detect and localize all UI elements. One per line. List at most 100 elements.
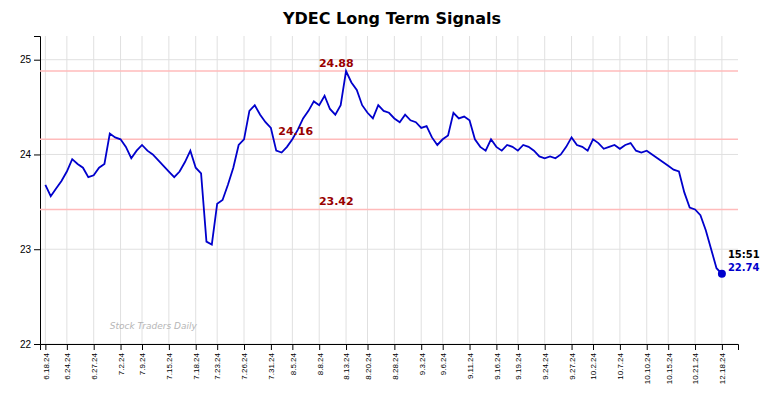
x-tick-mark xyxy=(470,344,471,350)
x-tick: 8.8.24 xyxy=(316,344,325,375)
grid-line-x xyxy=(571,36,572,344)
x-tick: 10.21.24 xyxy=(691,344,700,384)
x-tick: 7.15.24 xyxy=(165,344,174,380)
grid-line-x xyxy=(292,36,293,344)
x-tick-mark xyxy=(518,344,519,350)
x-tick-mark xyxy=(695,344,696,350)
x-axis-line xyxy=(41,345,739,351)
x-tick-label: 8.28.24 xyxy=(391,352,400,379)
end-label: 15:51 xyxy=(728,249,760,260)
grid-line-x xyxy=(496,36,497,344)
x-tick-label: 7.31.24 xyxy=(267,352,276,379)
reference-line xyxy=(40,139,738,141)
x-tick: 7.31.24 xyxy=(267,344,276,380)
x-tick: 9.19.24 xyxy=(514,344,523,380)
y-tick-label: 24 xyxy=(20,149,32,160)
x-tick-label: 10.7.24 xyxy=(616,352,625,379)
grid-line-x xyxy=(721,36,722,344)
x-tick: 7.26.24 xyxy=(240,344,249,380)
reference-label: 24.88 xyxy=(319,57,354,70)
x-tick-mark xyxy=(346,344,347,350)
x-tick: 10.2.24 xyxy=(589,344,598,380)
x-tick-mark xyxy=(271,344,272,350)
x-tick: 9.6.24 xyxy=(439,344,448,375)
x-tick-mark xyxy=(421,344,422,350)
grid-line-x xyxy=(270,36,271,344)
x-tick: 6.24.24 xyxy=(63,344,72,380)
x-tick-label: 8.8.24 xyxy=(316,352,325,375)
grid-line-x xyxy=(367,36,368,344)
x-tick-label: 8.13.24 xyxy=(342,352,351,379)
grid-line-x xyxy=(695,36,696,344)
x-tick-label: 8.20.24 xyxy=(364,352,373,379)
x-tick: 10.7.24 xyxy=(616,344,625,380)
x-tick-mark xyxy=(443,344,444,350)
x-tick: 8.28.24 xyxy=(391,344,400,380)
x-tick-mark xyxy=(394,344,395,350)
title: YDEC Long Term Signals xyxy=(282,9,501,28)
x-tick-mark xyxy=(368,344,369,350)
x-tick: 12.18.24 xyxy=(718,344,727,384)
grid-line-x xyxy=(45,36,46,344)
x-tick-mark xyxy=(67,344,68,350)
grid-line-x xyxy=(619,36,620,344)
x-tick-mark xyxy=(319,344,320,350)
reference-label: 23.42 xyxy=(319,195,354,208)
x-tick: 9.11.24 xyxy=(466,344,475,379)
grid-line-x xyxy=(442,36,443,344)
x-tick-mark xyxy=(593,344,594,350)
reference-label: 24.16 xyxy=(278,125,313,138)
y-tick-label: 25 xyxy=(20,54,32,65)
x-tick-mark xyxy=(169,344,170,350)
x-tick-label: 6.24.24 xyxy=(63,352,72,379)
y-tick-mark xyxy=(34,154,40,155)
x-tick-label: 7.9.24 xyxy=(138,352,147,375)
x-tick-label: 9.3.24 xyxy=(418,352,427,375)
end-label: 22.74 xyxy=(728,262,760,273)
x-tick-label: 7.23.24 xyxy=(213,352,222,379)
grid-line-x xyxy=(244,36,245,344)
x-tick-label: 10.2.24 xyxy=(589,352,598,379)
x-tick: 6.27.24 xyxy=(90,344,99,380)
y-axis: 22 23 24 25 xyxy=(20,37,41,350)
x-tick: 7.9.24 xyxy=(138,344,147,375)
x-tick-label: 9.11.24 xyxy=(466,352,475,379)
reference-line xyxy=(40,209,738,211)
price-line xyxy=(45,71,722,274)
x-tick-label: 9.19.24 xyxy=(514,352,523,379)
x-tick: 8.13.24 xyxy=(342,344,351,380)
x-tick-label: 9.6.24 xyxy=(439,352,448,375)
grid-line-x xyxy=(195,36,196,344)
grid-line-y xyxy=(40,154,738,155)
grid-line-x xyxy=(668,36,669,344)
y-tick-mark xyxy=(34,344,40,345)
x-tick-label: 10.15.24 xyxy=(665,352,674,384)
grid-line-x xyxy=(120,36,121,344)
x-tick: 9.3.24 xyxy=(418,344,427,375)
x-tick-label: 7.18.24 xyxy=(192,352,201,379)
y-tick-label: 22 xyxy=(20,339,32,350)
x-tick: 9.16.24 xyxy=(493,344,502,380)
x-tick-label: 6.18.24 xyxy=(42,352,51,379)
x-tick-mark xyxy=(244,344,245,350)
y-tick-label: 23 xyxy=(20,244,32,255)
end-dot xyxy=(718,270,726,278)
x-axis: 6.18.246.24.246.27.247.2.247.9.247.15.24… xyxy=(41,344,739,384)
x-tick: 9.27.24 xyxy=(568,344,577,380)
grid-line-x xyxy=(168,36,169,344)
x-tick-mark xyxy=(196,344,197,350)
grid-line-x xyxy=(217,36,218,344)
x-tick-label: 6.27.24 xyxy=(90,352,99,379)
grid-line-x xyxy=(319,36,320,344)
x-tick-mark xyxy=(496,344,497,350)
x-tick-mark xyxy=(545,344,546,350)
x-tick: 6.18.24 xyxy=(42,344,51,380)
x-tick-label: 7.26.24 xyxy=(240,352,249,379)
grid-line-x xyxy=(142,36,143,344)
y-tick: 25 xyxy=(20,54,40,65)
x-tick-label: 8.5.24 xyxy=(289,352,298,375)
grid-line-x xyxy=(544,36,545,344)
x-tick: 10.15.24 xyxy=(665,344,674,384)
x-tick: 8.5.24 xyxy=(289,344,298,375)
x-tick: 9.24.24 xyxy=(541,344,550,380)
